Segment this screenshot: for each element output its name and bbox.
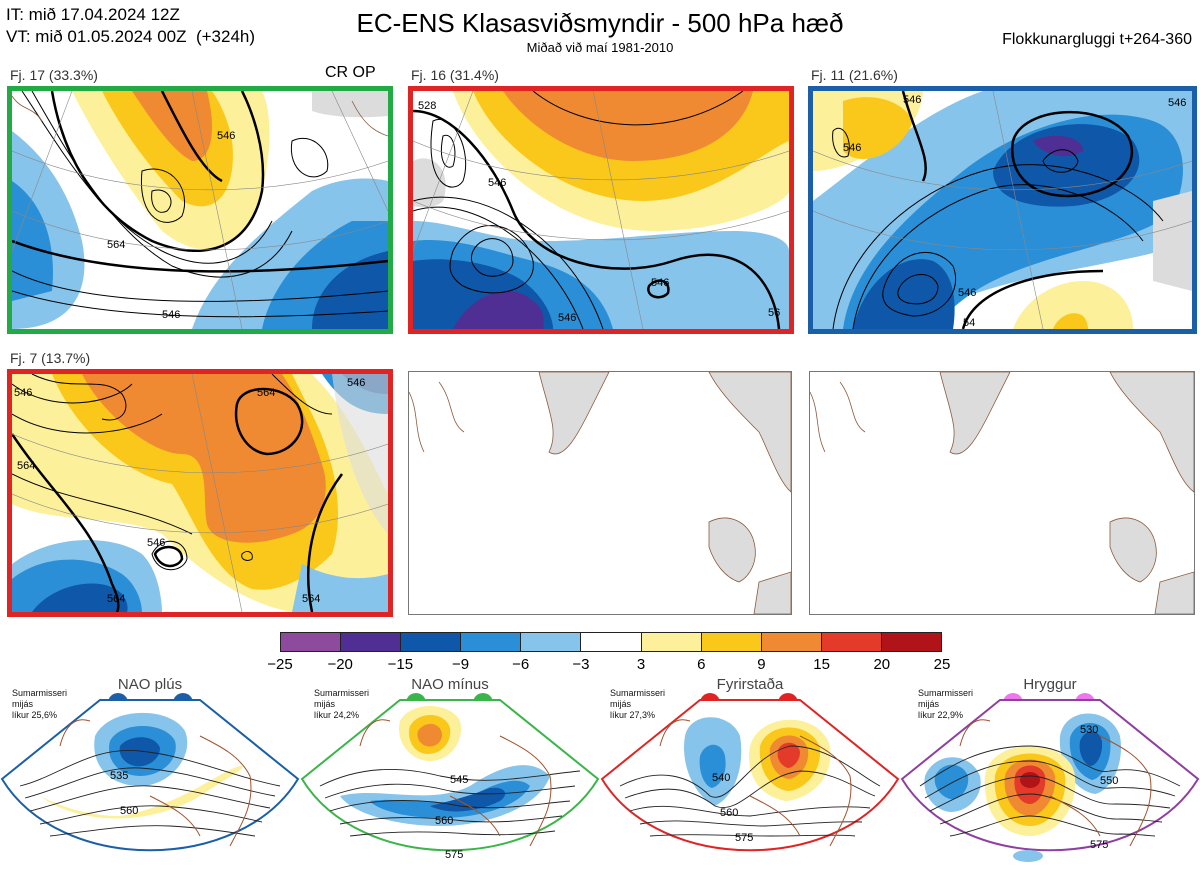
regime-title: NAO mínus [411, 676, 489, 693]
colorbar-tick-label: 6 [697, 656, 706, 673]
regime-info: Sumarmisseri mijás líkur 22,9% [918, 688, 974, 720]
colorbar-swatch [881, 633, 942, 651]
contour-label: 546 [903, 94, 921, 106]
contour-label: 535 [110, 770, 128, 782]
contour-label: 575 [445, 849, 463, 861]
colorbar-tick-label: −6 [512, 656, 530, 673]
contour-label: 54 [963, 317, 975, 329]
anomaly-colorbar [280, 632, 942, 652]
contour-label: 546 [958, 287, 976, 299]
contour-label: 575 [1090, 839, 1108, 851]
colorbar-tick-label: −3 [572, 656, 590, 673]
colorbar-ticks: −25 −20 −15 −9 −6 −3 3 6 9 15 20 25 [267, 656, 950, 676]
colorbar-tick-label: 9 [757, 656, 766, 673]
contour-label: 528 [418, 100, 436, 112]
header-times: IT: mið 17.04.2024 12Z VT: mið 01.05.202… [6, 4, 255, 48]
colorbar-tick-label: 3 [636, 656, 646, 673]
cluster-1-tag: CR OP [325, 64, 376, 81]
colorbar-swatch [401, 633, 462, 651]
contour-label: 564 [302, 593, 320, 605]
regime-ridge[interactable]: Hryggur Sumarmisseri mijás líkur 22,9% [900, 676, 1200, 871]
colorbar-tick-label: −20 [327, 656, 353, 673]
colorbar-swatch [461, 633, 522, 651]
contour-label: 546 [488, 177, 506, 189]
colorbar-tick-label: −9 [451, 656, 470, 673]
regime-info: Sumarmisseri mijás líkur 27,3% [610, 688, 666, 720]
colorbar-tick-label: 15 [813, 656, 830, 673]
empty-map-6 [809, 371, 1195, 615]
cluster-2-map[interactable]: 528 546 546 546 56 [408, 86, 794, 334]
colorbar-swatch [581, 633, 642, 651]
contour-label: 546 [1168, 97, 1186, 109]
contour-label: 560 [120, 805, 138, 817]
contour-label: 564 [257, 387, 275, 399]
colorbar-swatch [641, 633, 702, 651]
colorbar-tick-label: −15 [387, 656, 414, 673]
contour-label: 564 [17, 460, 35, 472]
cluster-3-map[interactable]: 546 546 546 54 546 [808, 86, 1197, 334]
contour-label: 564 [107, 593, 125, 605]
contour-label: 560 [435, 815, 453, 827]
cluster-1-map[interactable]: 546 564 546 [7, 86, 393, 334]
contour-label: 546 [217, 130, 235, 142]
page-title: EC-ENS Klasasviðsmyndir - 500 hPa hæð [356, 8, 844, 38]
empty-map-5 [408, 371, 792, 615]
contour-label: 564 [107, 239, 125, 251]
colorbar-swatch [761, 633, 822, 651]
colorbar-tick-label: −25 [267, 656, 293, 673]
contour-label: 546 [558, 312, 576, 324]
contour-label: 546 [347, 377, 365, 389]
clustering-window: Flokkunargluggi t+264-360 [1002, 31, 1192, 48]
regimes-row: NAO plús Sumarmisseri mijás líkur 25,6% [0, 676, 1200, 871]
regime-title: NAO plús [117, 676, 183, 693]
cluster-4-map[interactable]: 546 564 564 564 546 564 546 [7, 369, 393, 617]
regime-info: Sumarmisseri mijás líkur 25,6% [12, 688, 68, 720]
colorbar-swatch [281, 633, 342, 651]
contour-label: 560 [720, 807, 738, 819]
contour-label: 56 [768, 307, 780, 319]
regime-info: Sumarmisseri mijás líkur 24,2% [314, 688, 370, 720]
contour-label: 550 [1100, 775, 1118, 787]
colorbar-swatch [521, 633, 582, 651]
regime-title: Fyrirstaða [716, 676, 784, 693]
contour-label: 530 [1080, 724, 1098, 736]
regime-nao-minus[interactable]: NAO mínus Sumarmisseri mijás líkur 24,2% [300, 676, 600, 871]
cluster-2-label: Fj. 16 (31.4%) [411, 67, 499, 83]
colorbar-swatch [341, 633, 402, 651]
contour-label: 546 [14, 387, 32, 399]
contour-label: 546 [162, 309, 180, 321]
colorbar-swatch [821, 633, 882, 651]
colorbar-swatch [701, 633, 762, 651]
initial-time: IT: mið 17.04.2024 12Z [6, 5, 180, 24]
contour-label: 540 [712, 772, 730, 784]
cluster-1-label: Fj. 17 (33.3%) [10, 67, 98, 83]
contour-label: 546 [843, 142, 861, 154]
contour-label: 546 [147, 537, 165, 549]
regime-nao-plus[interactable]: NAO plús Sumarmisseri mijás líkur 25,6% [0, 676, 300, 871]
regime-blocking[interactable]: Fyrirstaða Sumarmisseri mijás líkur 27,3… [600, 676, 900, 871]
cluster-3-label: Fj. 11 (21.6%) [811, 67, 898, 83]
contour-label: 545 [450, 774, 468, 786]
valid-time: VT: mið 01.05.2024 00Z (+324h) [6, 27, 256, 46]
colorbar-tick-label: 25 [933, 656, 951, 673]
cluster-4-label: Fj. 7 (13.7%) [10, 350, 91, 366]
contour-label: 546 [651, 277, 669, 289]
page-subtitle: Miðað við maí 1981-2010 [526, 40, 674, 55]
colorbar-tick-label: 20 [873, 656, 891, 673]
contour-label: 575 [735, 832, 753, 844]
regime-title: Hryggur [1023, 676, 1077, 693]
